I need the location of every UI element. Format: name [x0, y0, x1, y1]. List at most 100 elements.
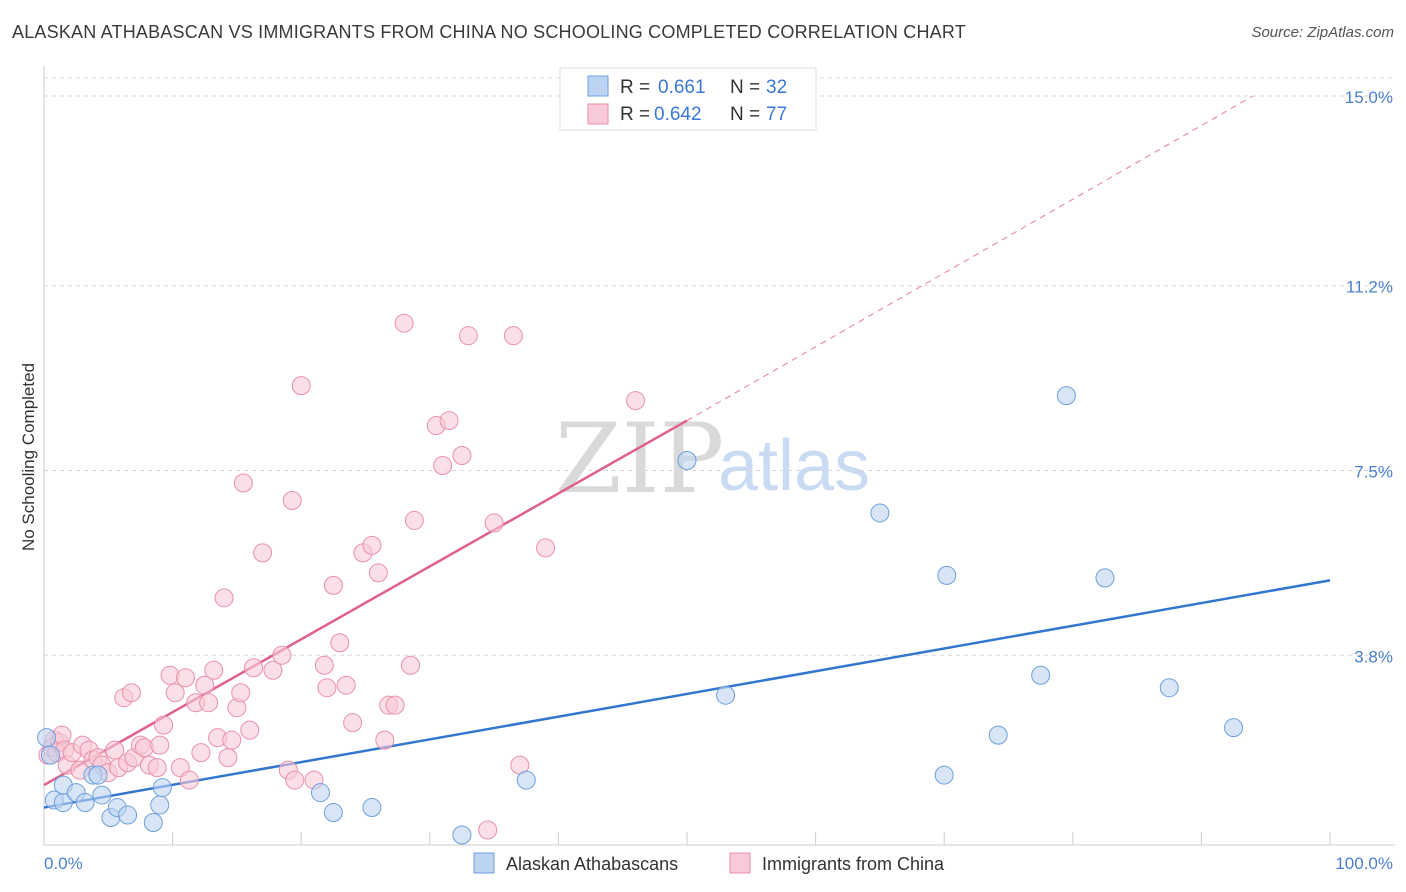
trend-line-extension-immigrants-from-china	[686, 95, 1254, 422]
legend-r-value-blue: 0.661	[658, 77, 706, 98]
point-immigrants-from-china	[452, 446, 472, 466]
point-immigrants-from-china	[272, 645, 292, 665]
bottom-legend-swatch-blue	[473, 852, 495, 874]
point-alaskan-athabascans	[152, 778, 172, 798]
legend-n-label-blue: N =	[730, 77, 760, 98]
point-immigrants-from-china	[154, 715, 174, 735]
trend-lines	[43, 95, 1331, 809]
point-alaskan-athabascans	[75, 793, 95, 813]
point-immigrants-from-china	[317, 678, 337, 698]
legend-swatch-blue	[587, 75, 609, 97]
point-alaskan-athabascans	[1031, 665, 1051, 685]
point-alaskan-athabascans	[88, 765, 108, 785]
bottom-legend-label-pink: Immigrants from China	[762, 854, 945, 874]
point-alaskan-athabascans	[870, 503, 890, 523]
point-immigrants-from-china	[204, 660, 224, 680]
point-alaskan-athabascans	[937, 565, 957, 585]
point-alaskan-athabascans	[716, 685, 736, 705]
point-immigrants-from-china	[165, 683, 185, 703]
legend-r-label-pink: R =	[620, 104, 650, 125]
point-immigrants-from-china	[253, 543, 273, 563]
trend-line-alaskan-athabascans	[43, 579, 1331, 809]
y-tick-label: 3.8%	[1354, 647, 1393, 666]
point-alaskan-athabascans	[1095, 568, 1115, 588]
point-immigrants-from-china	[199, 693, 219, 713]
point-alaskan-athabascans	[988, 725, 1008, 745]
legend-n-value-blue: 32	[766, 77, 787, 98]
grid-lines	[44, 77, 1395, 656]
point-immigrants-from-china	[191, 743, 211, 763]
point-immigrants-from-china	[263, 660, 283, 680]
trend-line-immigrants-from-china	[43, 419, 688, 787]
legend-r-label-blue: R =	[620, 77, 650, 98]
y-tick-label: 7.5%	[1354, 463, 1393, 482]
point-alaskan-athabascans	[143, 813, 163, 833]
point-immigrants-from-china	[626, 391, 646, 411]
point-immigrants-from-china	[233, 473, 253, 493]
point-immigrants-from-china	[343, 713, 363, 733]
data-points	[37, 313, 1244, 845]
point-immigrants-from-china	[336, 675, 356, 695]
point-immigrants-from-china	[282, 490, 302, 510]
watermark-atlas: atlas	[718, 426, 870, 506]
point-immigrants-from-china	[291, 376, 311, 396]
point-immigrants-from-china	[484, 513, 504, 533]
x-tick-label-min: 0.0%	[44, 854, 83, 873]
legend: R = 0.661 N = 32 R = 0.642 N = 77	[559, 67, 817, 131]
point-immigrants-from-china	[175, 668, 195, 688]
point-alaskan-athabascans	[677, 451, 697, 471]
point-alaskan-athabascans	[362, 798, 382, 818]
point-immigrants-from-china	[385, 695, 405, 715]
bottom-legend-label-blue: Alaskan Athabascans	[506, 854, 678, 874]
point-immigrants-from-china	[401, 655, 421, 675]
point-alaskan-athabascans	[1224, 718, 1244, 738]
point-alaskan-athabascans	[118, 805, 138, 825]
point-alaskan-athabascans	[1056, 386, 1076, 406]
y-axis-label: No Schooling Completed	[19, 363, 38, 551]
point-immigrants-from-china	[404, 510, 424, 530]
watermark-zip: ZIP	[555, 403, 724, 515]
legend-n-label-pink: N =	[730, 104, 760, 125]
point-immigrants-from-china	[240, 720, 260, 740]
point-alaskan-athabascans	[37, 728, 57, 748]
point-alaskan-athabascans	[150, 795, 170, 815]
point-immigrants-from-china	[503, 326, 523, 346]
point-immigrants-from-china	[439, 411, 459, 431]
point-immigrants-from-china	[362, 535, 382, 555]
legend-r-value-pink: 0.642	[654, 104, 702, 125]
point-immigrants-from-china	[314, 655, 334, 675]
point-alaskan-athabascans	[40, 745, 60, 765]
y-tick-label: 15.0%	[1345, 88, 1393, 107]
point-immigrants-from-china	[214, 588, 234, 608]
bottom-legend-swatch-pink	[729, 852, 751, 874]
bottom-legend: Alaskan Athabascans Immigrants from Chin…	[473, 852, 945, 874]
point-immigrants-from-china	[458, 326, 478, 346]
point-immigrants-from-china	[323, 575, 343, 595]
axes	[43, 66, 1395, 846]
point-immigrants-from-china	[231, 683, 251, 703]
point-immigrants-from-china	[394, 313, 414, 333]
point-immigrants-from-china	[150, 735, 170, 755]
point-alaskan-athabascans	[1159, 678, 1179, 698]
point-alaskan-athabascans	[310, 783, 330, 803]
legend-swatch-pink	[587, 103, 609, 125]
point-alaskan-athabascans	[452, 825, 472, 845]
source-label: Source: ZipAtlas.com	[1251, 24, 1394, 41]
point-alaskan-athabascans	[516, 770, 536, 790]
legend-n-value-pink: 77	[766, 104, 787, 125]
point-immigrants-from-china	[179, 770, 199, 790]
point-immigrants-from-china	[368, 563, 388, 583]
point-immigrants-from-china	[244, 658, 264, 678]
x-tick-label-max: 100.0%	[1335, 854, 1393, 873]
point-immigrants-from-china	[218, 748, 238, 768]
point-immigrants-from-china	[285, 770, 305, 790]
point-immigrants-from-china	[222, 730, 242, 750]
chart-title: ALASKAN ATHABASCAN VS IMMIGRANTS FROM CH…	[12, 22, 966, 42]
point-alaskan-athabascans	[934, 765, 954, 785]
point-immigrants-from-china	[536, 538, 556, 558]
point-alaskan-athabascans	[92, 785, 112, 805]
point-alaskan-athabascans	[323, 803, 343, 823]
point-immigrants-from-china	[121, 683, 141, 703]
y-tick-label: 11.2%	[1346, 278, 1393, 297]
